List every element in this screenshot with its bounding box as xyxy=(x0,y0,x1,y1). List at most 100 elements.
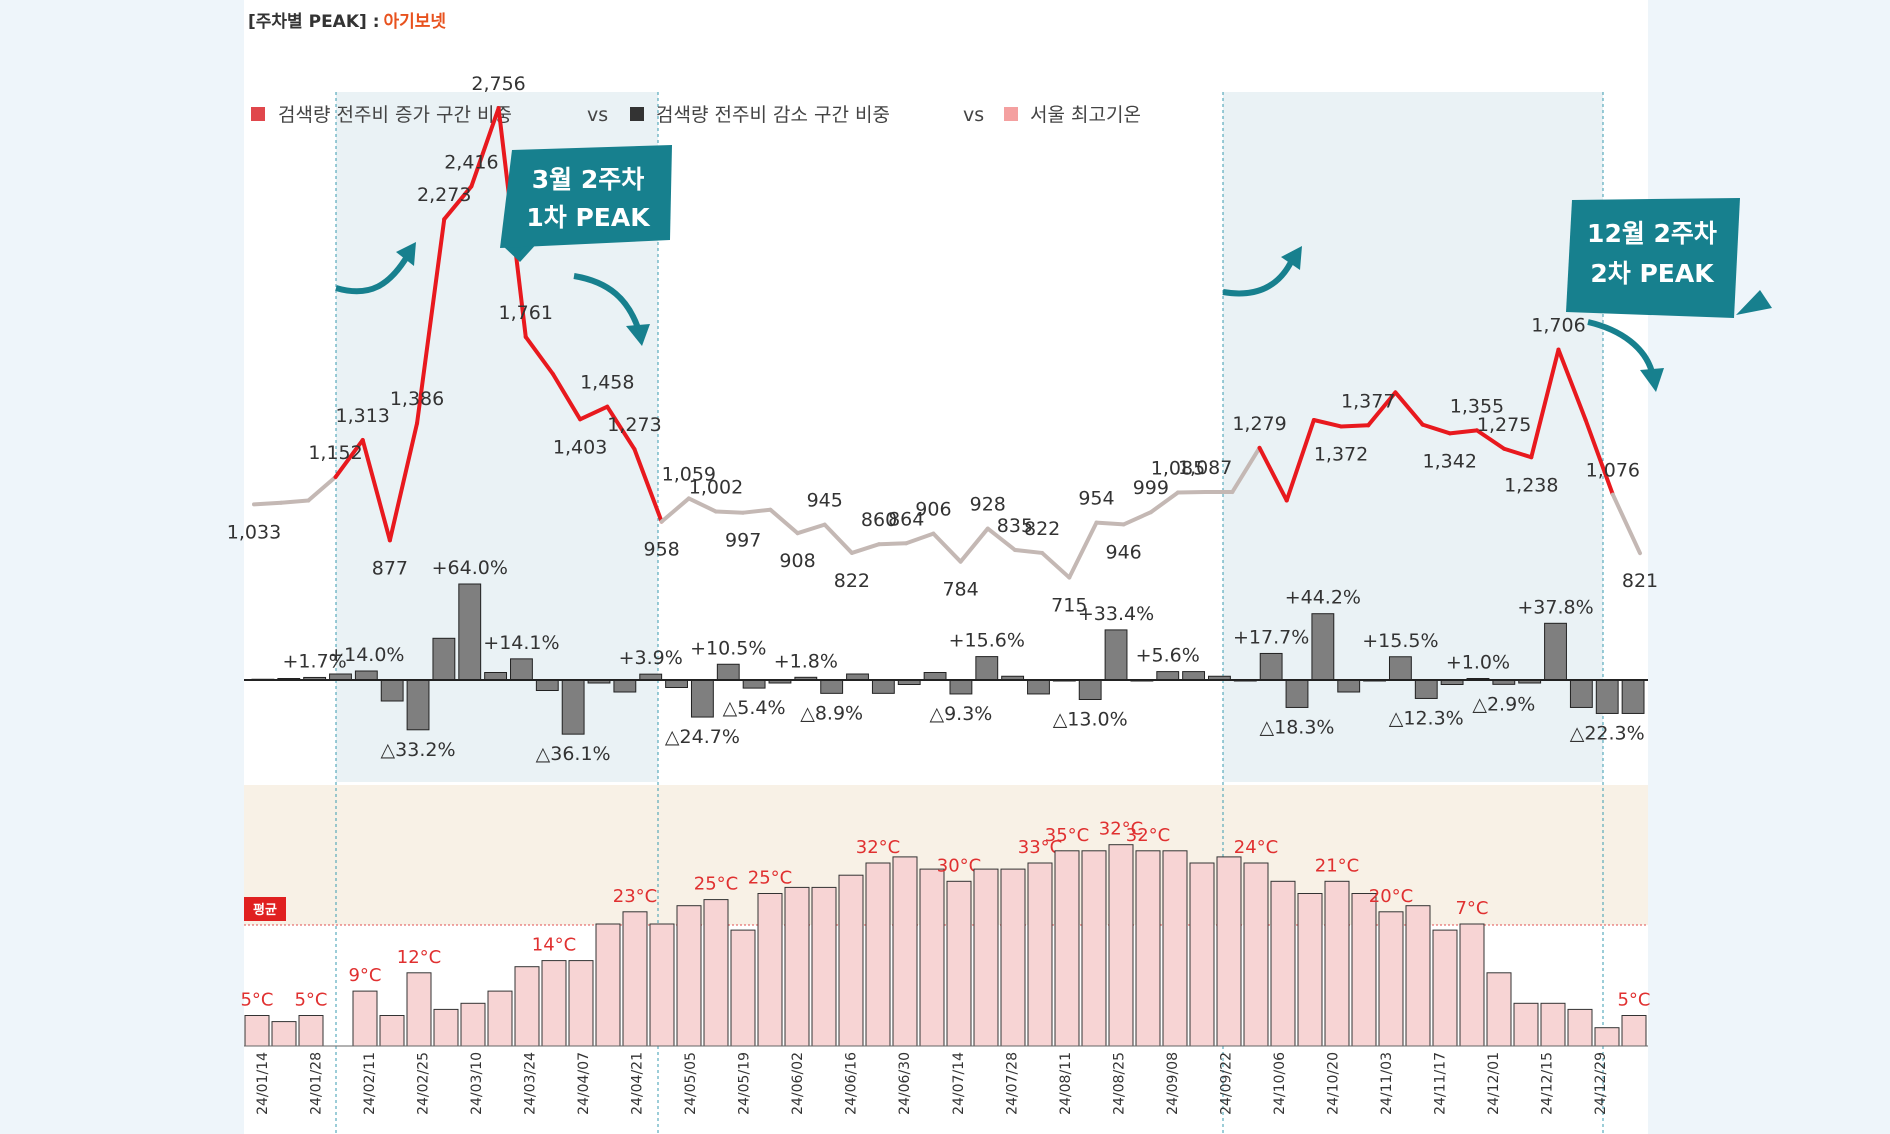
data-label: 1,313 xyxy=(336,405,390,427)
temp-bar xyxy=(1351,893,1377,1047)
temp-bar xyxy=(622,911,648,1047)
data-label: 1,152 xyxy=(308,442,362,464)
temp-bar xyxy=(1162,850,1188,1047)
temp-bar xyxy=(541,960,567,1047)
line-segment xyxy=(523,334,555,376)
data-label: 1,002 xyxy=(689,477,743,499)
data-label: 860 xyxy=(861,509,897,531)
temp-bar xyxy=(1297,893,1323,1047)
callout-1-line-1: 3월 2주차 xyxy=(532,165,645,194)
data-label: 1,238 xyxy=(1504,474,1558,496)
change-label: △2.9% xyxy=(1472,693,1535,715)
line-segment xyxy=(1230,445,1262,494)
date-tick-label: 24/06/30 xyxy=(897,1052,913,1115)
temp-bar xyxy=(676,905,702,1047)
data-label: 1,076 xyxy=(1586,460,1640,482)
temp-bar xyxy=(1216,856,1242,1047)
data-label: 821 xyxy=(1622,570,1658,592)
line-segment xyxy=(1121,510,1153,527)
line-segment xyxy=(877,541,909,547)
line-segment xyxy=(1447,428,1479,436)
legend-temp-label: 서울 최고기온 xyxy=(1030,104,1141,126)
change-label: +10.5% xyxy=(690,637,766,659)
data-label: 1,273 xyxy=(607,414,661,436)
change-bar xyxy=(406,679,430,731)
change-label: △9.3% xyxy=(929,703,992,725)
change-bar xyxy=(742,679,766,689)
temp-label: 32°C xyxy=(1126,825,1170,846)
date-tick-label: 24/08/11 xyxy=(1058,1052,1074,1115)
temp-bar xyxy=(379,1015,405,1047)
line-segment xyxy=(1148,490,1180,515)
temp-label: 30°C xyxy=(937,855,981,876)
temp-bar xyxy=(1027,862,1053,1047)
change-label: +1.7% xyxy=(283,650,347,672)
temp-label: 20°C xyxy=(1369,886,1413,907)
temp-bar xyxy=(460,1002,486,1047)
change-bar xyxy=(613,679,637,693)
data-label: 784 xyxy=(942,579,978,601)
change-bar xyxy=(923,672,947,681)
change-bar xyxy=(510,658,533,681)
change-bar xyxy=(1027,679,1050,695)
legend-temp-swatch xyxy=(1004,107,1018,121)
data-label: 1,458 xyxy=(580,372,634,394)
date-tick-label: 24/09/08 xyxy=(1165,1052,1181,1115)
line-segment xyxy=(1420,422,1452,436)
line-segment xyxy=(1502,446,1534,460)
data-label: 999 xyxy=(1133,477,1169,499)
temp-label: 5°C xyxy=(1617,990,1650,1011)
line-segment xyxy=(849,542,882,555)
average-badge xyxy=(244,897,286,921)
temp-bar xyxy=(568,960,594,1047)
data-label: 1,342 xyxy=(1423,450,1477,472)
temp-bar xyxy=(919,868,945,1047)
temp-bar xyxy=(1081,850,1107,1047)
line-segment xyxy=(822,522,854,555)
data-label: 906 xyxy=(915,499,951,521)
temp-bar xyxy=(595,923,621,1047)
change-bar xyxy=(1595,679,1619,714)
line-segment xyxy=(279,498,311,505)
rise-arrow-2-head xyxy=(1281,246,1302,270)
line-segment xyxy=(415,217,447,426)
change-bar xyxy=(949,679,973,695)
date-tick-label: 24/10/06 xyxy=(1272,1052,1288,1115)
temp-bar xyxy=(487,990,513,1047)
callout-2-line-2: 2차 PEAK xyxy=(1590,259,1715,288)
legend-increase-swatch xyxy=(251,107,265,121)
temp-bar xyxy=(1540,1002,1566,1047)
change-bar xyxy=(1621,679,1645,714)
change-label: △8.9% xyxy=(800,702,863,724)
callout-2-box xyxy=(1566,198,1740,318)
change-label: △13.0% xyxy=(1053,709,1128,731)
line-segment xyxy=(632,447,664,524)
change-bar xyxy=(1388,656,1412,681)
temp-bar xyxy=(352,990,378,1047)
change-label: +14.1% xyxy=(483,632,559,654)
data-label: 1,087 xyxy=(1178,457,1232,479)
line-segment xyxy=(985,526,1017,552)
temp-bar xyxy=(811,886,837,1047)
date-tick-label: 24/10/20 xyxy=(1325,1052,1341,1115)
temp-label: 9°C xyxy=(348,965,381,986)
data-label: 2,273 xyxy=(417,184,471,206)
change-label: +14.0% xyxy=(328,644,404,666)
line-segment xyxy=(252,500,284,507)
change-bar xyxy=(1337,679,1361,693)
date-tick-label: 24/11/03 xyxy=(1379,1052,1395,1115)
change-bar xyxy=(354,670,378,681)
date-tick-label: 24/12/01 xyxy=(1486,1052,1502,1115)
data-label: 946 xyxy=(1106,541,1142,563)
data-label: 822 xyxy=(1024,518,1060,540)
temp-bar xyxy=(1324,880,1350,1047)
legend-decrease-swatch xyxy=(630,107,644,121)
change-bar xyxy=(665,679,688,688)
date-tick-label: 24/09/22 xyxy=(1218,1052,1234,1115)
temp-bar xyxy=(1135,850,1161,1047)
line-segment xyxy=(904,531,936,546)
change-bar xyxy=(1156,671,1180,681)
line-segment xyxy=(1610,492,1642,556)
temp-bar xyxy=(1594,1027,1620,1047)
change-label: △24.7% xyxy=(665,726,740,748)
